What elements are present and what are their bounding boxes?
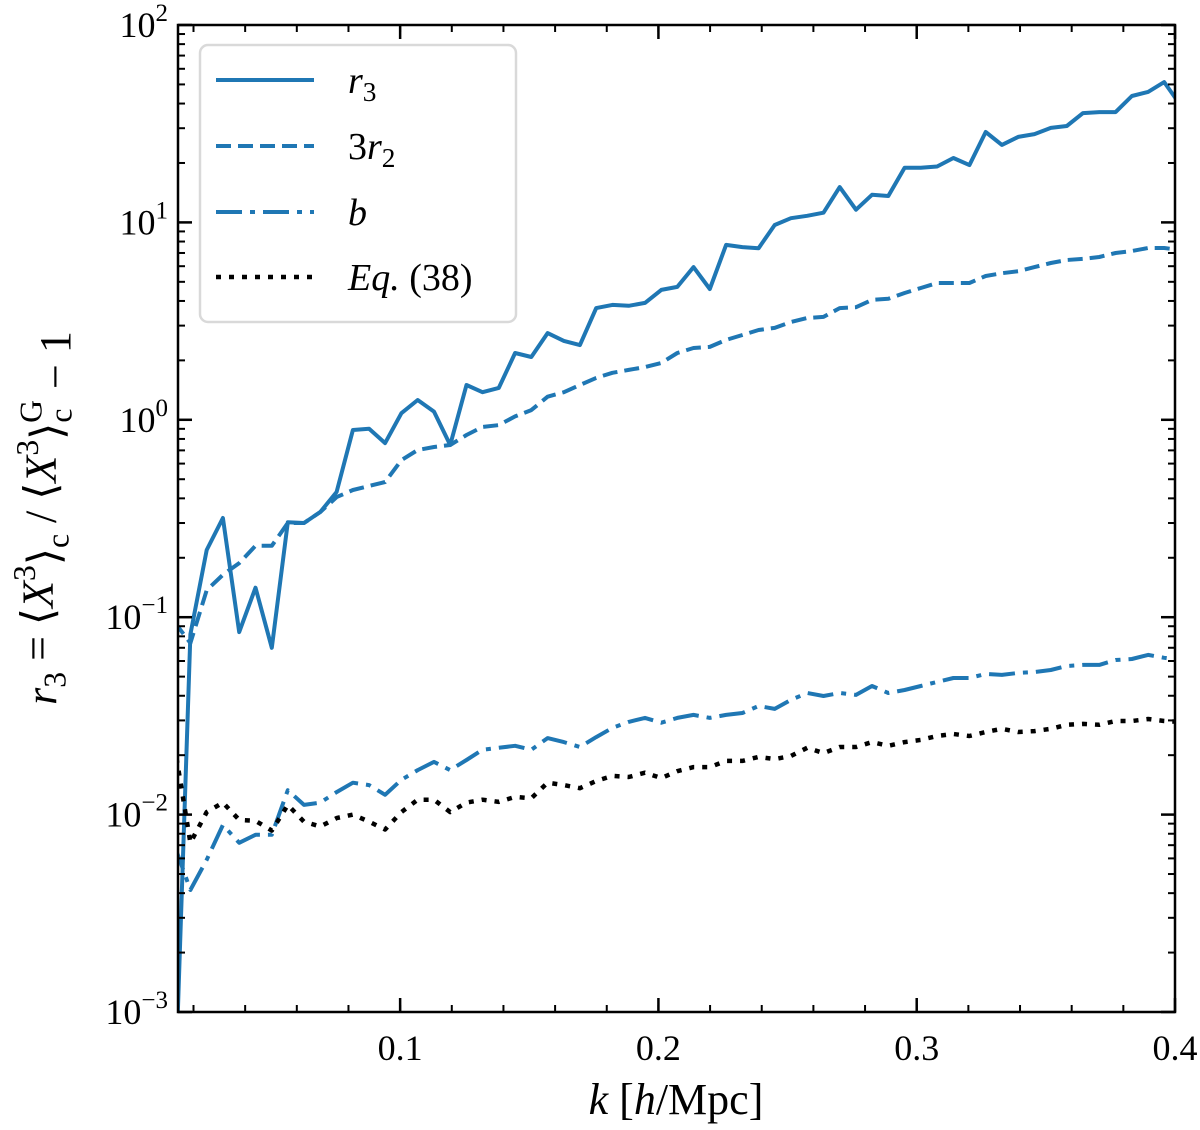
tick-base: 10 (105, 597, 141, 637)
x-tick-label: 0.2 (636, 1028, 681, 1068)
label-part: / ⟨ (16, 483, 65, 534)
tick-base: 10 (105, 992, 141, 1032)
legend-box (198, 43, 518, 324)
label-part: 3 (348, 126, 367, 168)
y-tick-label: 10−2 (105, 790, 168, 835)
tick-exponent: 1 (156, 197, 169, 224)
y-axis-label: r3​ = ⟨X3​⟩c​ / ⟨X3​⟩cG​ − 1 (7, 331, 80, 705)
label-part: 2 (382, 143, 396, 173)
tick-exponent: −3 (141, 987, 168, 1014)
label-part: X (13, 579, 62, 610)
legend: r3​ 3r2​ b Eq. (38) (198, 43, 518, 324)
label-part: ⟩ (23, 423, 72, 440)
label-part: 3 (363, 77, 377, 107)
x-tick-label: 0.4 (1153, 1028, 1198, 1068)
legend-label: b (348, 192, 367, 234)
tick-base: 10 (105, 795, 141, 835)
label-part: 3 (7, 565, 42, 581)
label-part: = ⟨ (13, 608, 62, 672)
label-part: c (41, 534, 76, 548)
label-part: (38) (400, 257, 473, 299)
label-part: /Mpc] (656, 1075, 764, 1124)
legend-label: Eq. (38) (347, 257, 473, 299)
x-tick-label: 0.1 (378, 1028, 423, 1068)
y-tick-label: 10−3 (105, 987, 168, 1032)
tick-exponent: 0 (156, 395, 169, 422)
x-tick-label: 0.3 (894, 1028, 939, 1068)
tick-exponent: 2 (156, 0, 169, 27)
label-part: r (348, 60, 363, 102)
label-part: X (16, 454, 65, 485)
y-tick-label: 101 (120, 197, 169, 242)
y-tick-label: 100 (120, 395, 169, 440)
label-part: h (634, 1075, 656, 1124)
label-part: r (367, 126, 382, 168)
legend-label: r3​ (348, 60, 376, 107)
tick-base: 10 (120, 202, 156, 242)
label-part: 3 (10, 440, 45, 456)
tick-base: 10 (120, 400, 156, 440)
plot-frame (176, 23, 1177, 1014)
legend-label: 3r2​ (348, 126, 395, 173)
tick-exponent: −2 (141, 790, 168, 817)
x-axis-label: k [h/Mpc] (589, 1075, 764, 1124)
label-part: [ (608, 1075, 634, 1124)
tick-exponent: −1 (141, 592, 168, 619)
label-part: ⟩ (20, 548, 69, 565)
y-tick-label: 102 (120, 0, 169, 45)
series-line-3r2 (178, 246, 1175, 645)
series-line-r3 (178, 80, 1175, 1012)
series-layer (178, 80, 1175, 1012)
series-line-eq-38- (178, 716, 1175, 846)
label-part: 3 (38, 672, 73, 688)
label-part: G (14, 400, 49, 423)
label-part: Eq. (347, 257, 400, 299)
label-part: k (589, 1075, 610, 1124)
tick-base: 10 (120, 5, 156, 45)
label-part: r (17, 687, 66, 705)
y-tick-label: 10−1 (105, 592, 168, 637)
series-line-b (178, 652, 1175, 892)
label-part: c (44, 409, 79, 423)
label-part: − 1 (31, 331, 80, 400)
label-part: b (348, 192, 367, 234)
